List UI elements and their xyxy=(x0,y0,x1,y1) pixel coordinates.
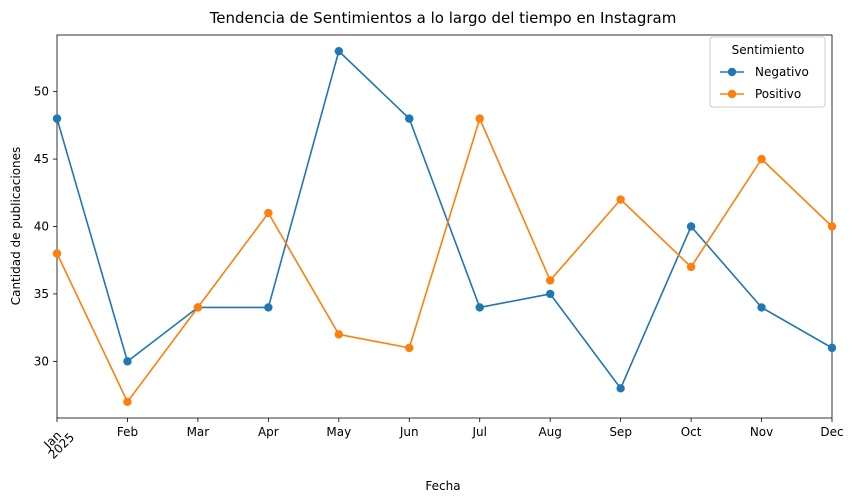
x-tick-label: Feb xyxy=(117,425,138,439)
data-point-negativo xyxy=(334,46,344,56)
data-point-negativo xyxy=(264,303,273,312)
y-tick-label: 30 xyxy=(34,354,49,368)
legend-title: Sentimiento xyxy=(732,43,805,57)
x-tick-label: Sep xyxy=(609,425,632,439)
data-point-negativo xyxy=(475,303,484,312)
series-line-negativo xyxy=(56,49,833,390)
x-tick-label: Nov xyxy=(750,425,773,439)
data-point-positivo xyxy=(52,249,62,258)
y-tick-label: 50 xyxy=(34,85,49,99)
legend-frame xyxy=(709,36,826,108)
x-tick-label: Oct xyxy=(681,425,702,439)
legend: Sentimiento Negativo Positivo xyxy=(709,36,826,108)
data-point-positivo xyxy=(264,208,273,218)
data-point-positivo xyxy=(686,262,696,272)
x-tick-label: Jul xyxy=(471,425,486,439)
x-tick-label: Jun xyxy=(399,425,419,439)
y-axis: 30 35 40 45 50 xyxy=(34,85,57,368)
y-axis-title: Cantidad de publicaciones xyxy=(9,147,23,306)
data-point-positivo xyxy=(757,154,766,164)
data-point-negativo xyxy=(827,343,837,353)
data-point-positivo xyxy=(193,303,203,312)
x-axis-title: Fecha xyxy=(425,479,460,493)
series-layer xyxy=(52,46,837,407)
legend-label-negativo: Negativo xyxy=(755,65,809,79)
legend-marker-negativo xyxy=(727,67,737,77)
y-tick-label: 40 xyxy=(34,220,49,234)
x-tick-label: Apr xyxy=(258,425,279,439)
legend-label-positivo: Positivo xyxy=(755,87,801,101)
data-point-positivo xyxy=(827,222,837,231)
data-point-negativo xyxy=(52,114,62,123)
data-point-negativo xyxy=(545,289,555,299)
data-point-positivo xyxy=(475,114,484,123)
data-point-negativo xyxy=(123,357,132,366)
x-tick-label: Dec xyxy=(820,425,843,439)
data-point-negativo xyxy=(686,222,696,231)
data-point-negativo xyxy=(405,114,414,123)
y-tick-label: 35 xyxy=(34,287,49,301)
x-tick-label: May xyxy=(326,425,351,439)
data-point-positivo xyxy=(616,195,625,204)
legend-marker-positivo xyxy=(727,89,737,99)
x-tick-label: Aug xyxy=(538,425,561,439)
y-tick-label: 45 xyxy=(34,152,49,166)
data-point-negativo xyxy=(616,384,625,393)
data-point-negativo xyxy=(757,303,766,312)
data-point-positivo xyxy=(405,343,414,353)
data-point-positivo xyxy=(545,276,555,285)
data-point-positivo xyxy=(123,397,132,407)
series-positivo xyxy=(52,114,837,407)
chart-title: Tendencia de Sentimientos a lo largo del… xyxy=(209,9,677,27)
x-tick-label: Mar xyxy=(187,425,210,439)
series-line-positivo xyxy=(56,116,833,404)
data-point-positivo xyxy=(334,330,344,339)
